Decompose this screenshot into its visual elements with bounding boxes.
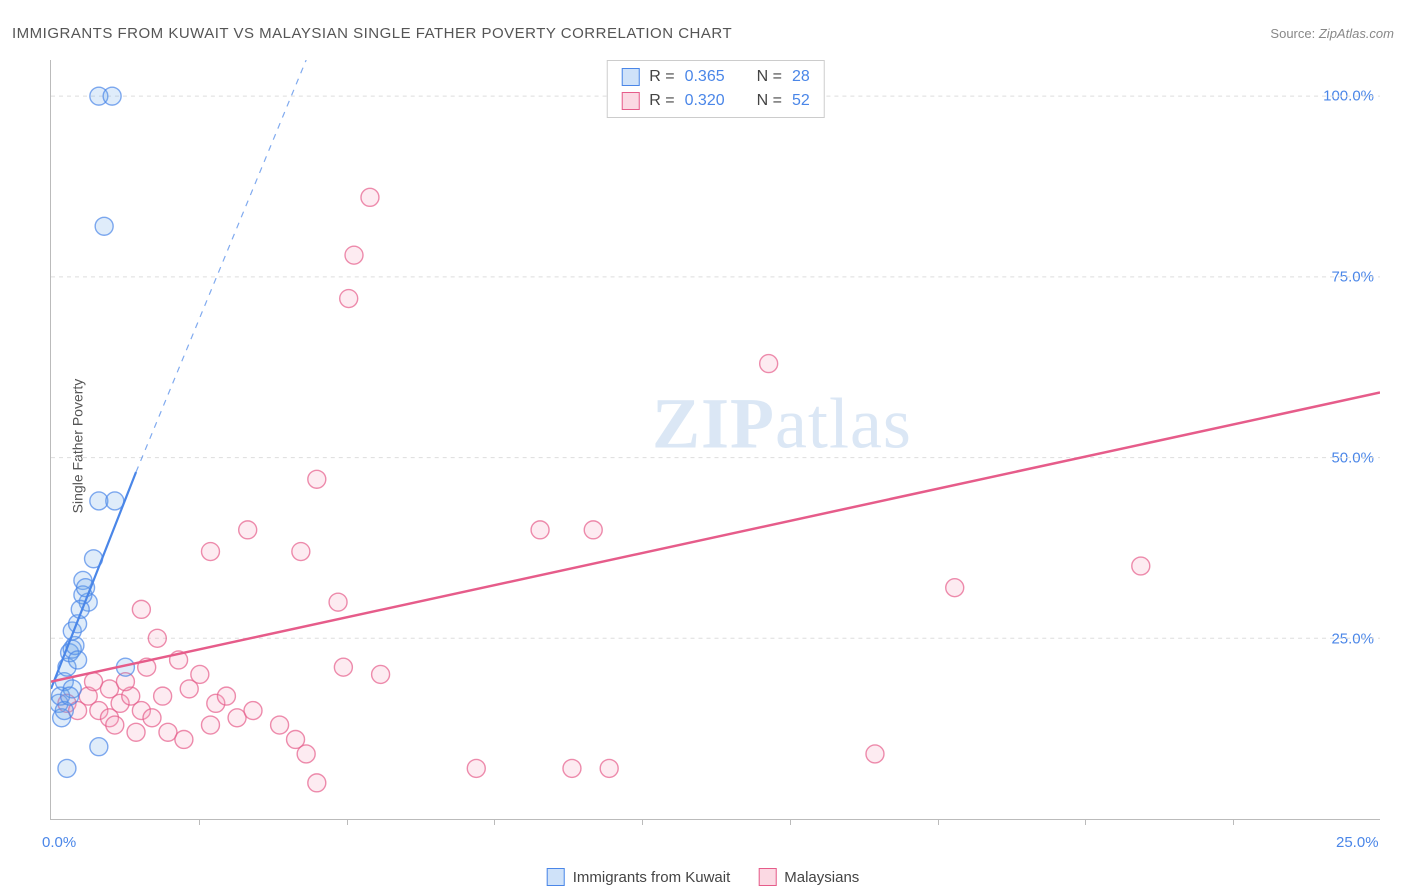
x-tick-mark xyxy=(1085,819,1086,825)
scatter-point xyxy=(201,543,219,561)
chart-title: IMMIGRANTS FROM KUWAIT VS MALAYSIAN SING… xyxy=(12,25,732,42)
scatter-point xyxy=(132,600,150,618)
legend-swatch-kuwait xyxy=(621,68,639,86)
scatter-point xyxy=(297,745,315,763)
scatter-point xyxy=(148,629,166,647)
x-tick-mark xyxy=(1233,819,1234,825)
legend-label-malaysians: Malaysians xyxy=(784,869,859,886)
series-legend: Immigrants from Kuwait Malaysians xyxy=(547,868,860,886)
x-tick-mark xyxy=(494,819,495,825)
scatter-point xyxy=(345,246,363,264)
legend-row-kuwait: R = 0.365 N = 28 xyxy=(621,65,810,89)
scatter-point xyxy=(760,355,778,373)
x-tick-mark xyxy=(642,819,643,825)
scatter-point xyxy=(61,687,79,705)
x-tick-label: 0.0% xyxy=(42,834,76,851)
title-bar: IMMIGRANTS FROM KUWAIT VS MALAYSIAN SING… xyxy=(12,18,1394,48)
scatter-point xyxy=(340,290,358,308)
legend-n-label: N = xyxy=(757,65,782,89)
scatter-svg xyxy=(51,60,1380,819)
scatter-point xyxy=(361,188,379,206)
scatter-point xyxy=(584,521,602,539)
scatter-point xyxy=(103,87,121,105)
scatter-point xyxy=(201,716,219,734)
scatter-point xyxy=(563,759,581,777)
scatter-point xyxy=(239,521,257,539)
legend-swatch-malaysians-bottom xyxy=(758,868,776,886)
scatter-point xyxy=(292,543,310,561)
legend-n-value-malaysians: 52 xyxy=(792,89,810,113)
scatter-point xyxy=(866,745,884,763)
legend-n-value-kuwait: 28 xyxy=(792,65,810,89)
scatter-point xyxy=(334,658,352,676)
legend-n-label-2: N = xyxy=(757,89,782,113)
scatter-point xyxy=(271,716,289,734)
legend-r-value-kuwait: 0.365 xyxy=(685,65,725,89)
scatter-point xyxy=(228,709,246,727)
scatter-point xyxy=(143,709,161,727)
scatter-point xyxy=(106,716,124,734)
legend-swatch-malaysians xyxy=(621,92,639,110)
legend-swatch-kuwait-bottom xyxy=(547,868,565,886)
scatter-point xyxy=(191,665,209,683)
scatter-point xyxy=(85,673,103,691)
scatter-point xyxy=(100,680,118,698)
scatter-point xyxy=(175,730,193,748)
scatter-point xyxy=(217,687,235,705)
legend-r-label-2: R = xyxy=(649,89,674,113)
scatter-point xyxy=(127,723,145,741)
scatter-point xyxy=(600,759,618,777)
x-tick-mark xyxy=(199,819,200,825)
trend-line-extrapolated xyxy=(136,60,306,472)
scatter-point xyxy=(308,774,326,792)
legend-row-malaysians: R = 0.320 N = 52 xyxy=(621,89,810,113)
scatter-point xyxy=(95,217,113,235)
scatter-point xyxy=(1132,557,1150,575)
chart-plot-area: ZIPatlas R = 0.365 N = 28 R = 0.320 N = … xyxy=(50,60,1380,820)
scatter-point xyxy=(69,651,87,669)
scatter-point xyxy=(329,593,347,611)
source-attribution: Source: ZipAtlas.com xyxy=(1270,26,1394,41)
legend-item-kuwait: Immigrants from Kuwait xyxy=(547,868,731,886)
legend-label-kuwait: Immigrants from Kuwait xyxy=(573,869,731,886)
scatter-point xyxy=(946,579,964,597)
x-tick-mark xyxy=(347,819,348,825)
source-label: Source: xyxy=(1270,26,1315,41)
source-value: ZipAtlas.com xyxy=(1319,26,1394,41)
scatter-point xyxy=(467,759,485,777)
scatter-point xyxy=(90,738,108,756)
scatter-point xyxy=(154,687,172,705)
x-tick-label: 25.0% xyxy=(1336,834,1379,851)
x-tick-mark xyxy=(938,819,939,825)
x-tick-mark xyxy=(790,819,791,825)
scatter-point xyxy=(372,665,390,683)
scatter-point xyxy=(244,702,262,720)
scatter-point xyxy=(531,521,549,539)
legend-r-label: R = xyxy=(649,65,674,89)
scatter-point xyxy=(308,470,326,488)
scatter-point xyxy=(159,723,177,741)
legend-item-malaysians: Malaysians xyxy=(758,868,859,886)
legend-r-value-malaysians: 0.320 xyxy=(685,89,725,113)
correlation-legend: R = 0.365 N = 28 R = 0.320 N = 52 xyxy=(606,60,825,118)
scatter-point xyxy=(58,759,76,777)
